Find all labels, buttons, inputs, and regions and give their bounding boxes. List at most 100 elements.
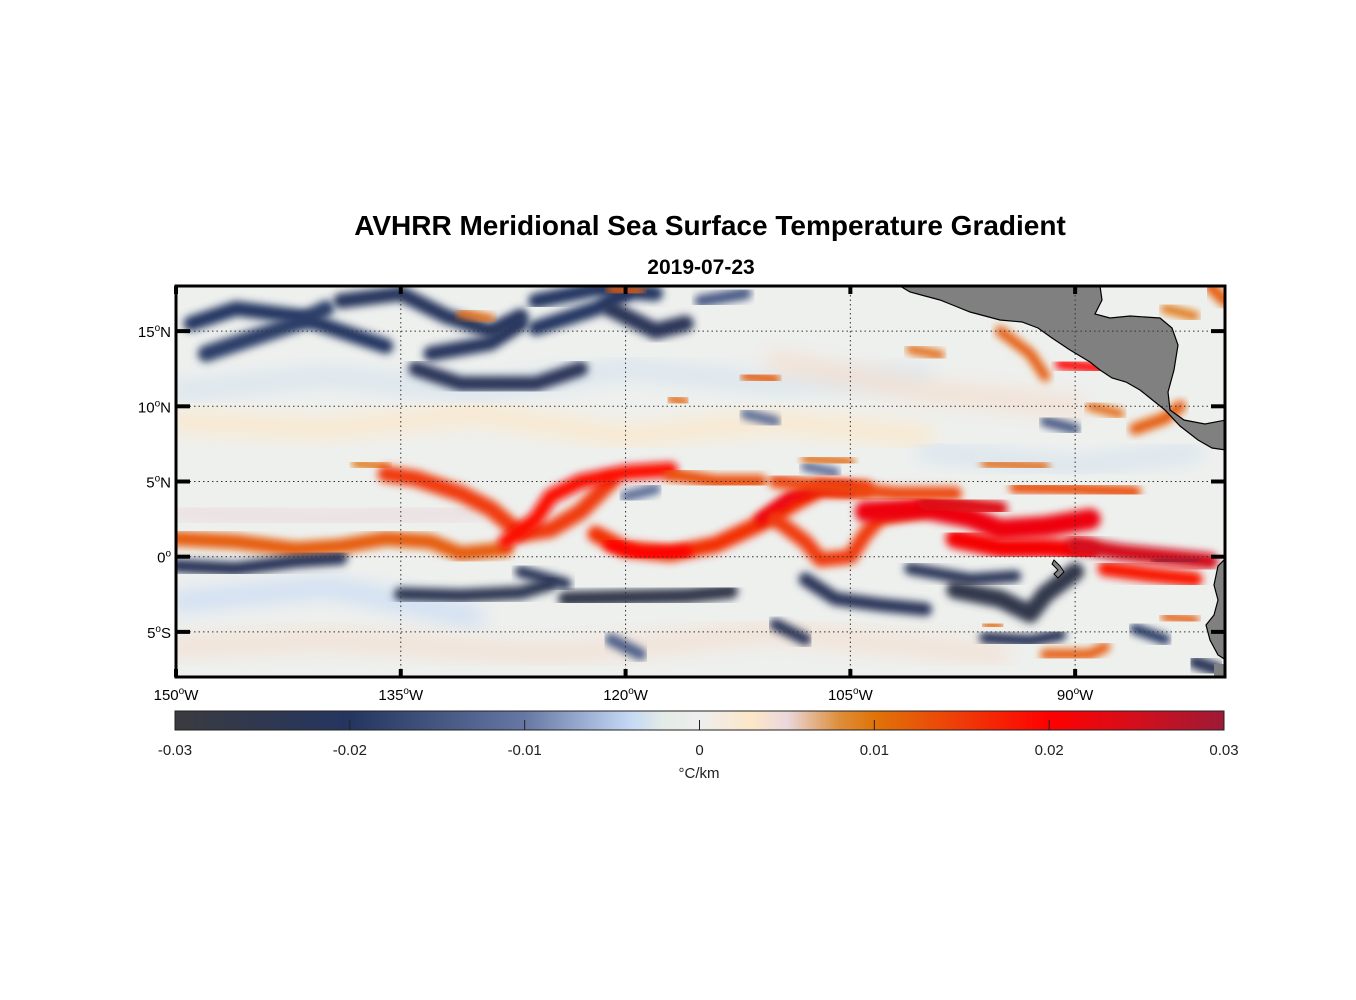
x-tick-top [848,286,853,294]
cold-anomaly-50 [176,551,348,576]
x-tick-label: 135oW [378,686,424,704]
x-tick-bottom [398,669,403,677]
cold-anomaly-14 [602,300,694,340]
warm-anomaly-29 [980,459,1050,471]
warm-anomaly-40 [663,467,768,489]
y-tick-right [1211,329,1225,334]
colorbar-tick-label: 0 [695,742,703,759]
map-plot-area [176,286,1225,677]
warm-anomaly-4 [765,351,1085,417]
y-tick-right [1211,554,1225,559]
cold-anomaly-8 [197,300,335,362]
cold-anomaly-54 [798,572,933,617]
colorbar-tick-label: 0.03 [1209,742,1238,759]
x-tick-bottom [1073,669,1078,677]
axis-ticks [174,286,1225,677]
x-tick-label: 90oW [1057,686,1094,704]
x-tick-top [398,286,403,294]
x-axis-labels: 150oW 135oW 120oW 105oW 90oW [154,686,1095,704]
x-tick-bottom [848,669,853,677]
warm-anomaly-64 [1160,612,1200,625]
colorbar-tick-label: -0.03 [158,742,192,759]
cold-anomaly-55 [904,562,1022,586]
land-mask [898,286,1225,677]
cold-anomaly-10 [423,316,529,362]
cold-anomaly-53 [514,565,572,590]
cold-anomaly-57 [979,628,1067,647]
y-tick-left [176,404,190,409]
cold-anomaly-59 [1129,623,1171,645]
y-tick-left [176,479,190,484]
cold-anomaly-18 [1039,416,1081,435]
colorbar-tick-label: 0.02 [1035,742,1064,759]
y-tick-right [1211,629,1225,634]
y-tick-label: 0o [157,549,171,567]
warm-anomaly-44 [917,495,1008,517]
y-tick-left [176,329,190,334]
cold-anomaly-16 [740,408,781,427]
cold-anomaly-52 [558,583,738,607]
warm-anomaly-36 [498,462,678,550]
x-tick-top [174,286,178,294]
warm-anomaly-0 [176,404,935,446]
warm-anomaly-47 [1097,561,1203,587]
y-tick-label: 10oN [138,398,171,416]
cold-anomaly-60 [1188,655,1225,677]
cold-anomaly-51 [394,577,558,603]
y-axis-labels: 15oN 10oN 5oN 0o 5oS [138,323,172,642]
y-tick-label: 5oN [146,474,171,492]
warm-anomaly-20 [456,308,496,324]
warm-anomaly-46 [1151,553,1201,568]
warm-anomaly-34 [176,531,514,562]
land-corner-sw-south-america [1214,664,1225,677]
y-tick-label: 15oN [138,323,171,341]
cold-anomaly-17 [800,462,840,477]
cold-anomaly-15 [694,287,752,307]
chart-subtitle: 2019-07-23 [647,256,754,279]
warm-anomaly-2 [176,622,1010,664]
x-tick-label: 120oW [603,686,649,704]
cold-anomaly-12 [408,361,589,392]
warm-anomaly-42 [854,498,1101,541]
warm-anomaly-35 [377,465,619,543]
warm-anomaly-43 [945,528,1100,561]
x-tick-label: 150oW [154,686,200,704]
warm-anomaly-23 [666,394,690,407]
chart-title: AVHRR Meridional Sea Surface Temperature… [354,210,1066,241]
land-central-america [898,286,1225,451]
grid-lines [176,286,1225,677]
warm-anomaly-33 [351,459,391,471]
colorbar: -0.03 -0.02 -0.01 0 0.01 0.02 0.03 °C/km [158,710,1239,782]
gradient-field [176,286,1225,677]
x-tick-bottom [174,669,178,677]
colorbar-tick-label: -0.02 [333,742,367,759]
cold-anomaly-9 [333,286,529,339]
y-tick-left [176,554,190,559]
warm-anomaly-38 [603,537,693,561]
x-tick-bottom [623,669,628,677]
y-tick-right [1211,404,1225,409]
colorbar-tick-label: -0.01 [508,742,542,759]
colorbar-unit-label: °C/km [679,765,720,782]
x-tick-top [1073,286,1078,294]
warm-anomaly-5 [176,504,484,527]
land-south-america [1205,558,1225,661]
colorbar-tick-labels: -0.03 -0.02 -0.01 0 0.01 0.02 0.03 [158,742,1239,759]
colorbar-ticks [349,720,1050,730]
cold-anomaly-56 [946,562,1085,623]
colorbar-tick-label: 0.01 [860,742,889,759]
warm-anomaly-32 [1160,304,1200,321]
cold-anomaly-3 [176,579,484,625]
y-tick-right [1211,479,1225,484]
y-tick-left [176,629,190,634]
warm-anomaly-24 [800,454,855,467]
warm-anomaly-26 [994,325,1051,382]
cold-anomaly-19 [620,483,661,502]
warm-anomaly-25 [905,344,945,360]
warm-anomaly-62 [1039,641,1111,660]
warm-anomaly-48 [768,474,963,501]
cold-anomaly-13 [528,286,634,336]
cold-anomaly-58 [769,618,812,646]
x-tick-top [623,286,628,294]
